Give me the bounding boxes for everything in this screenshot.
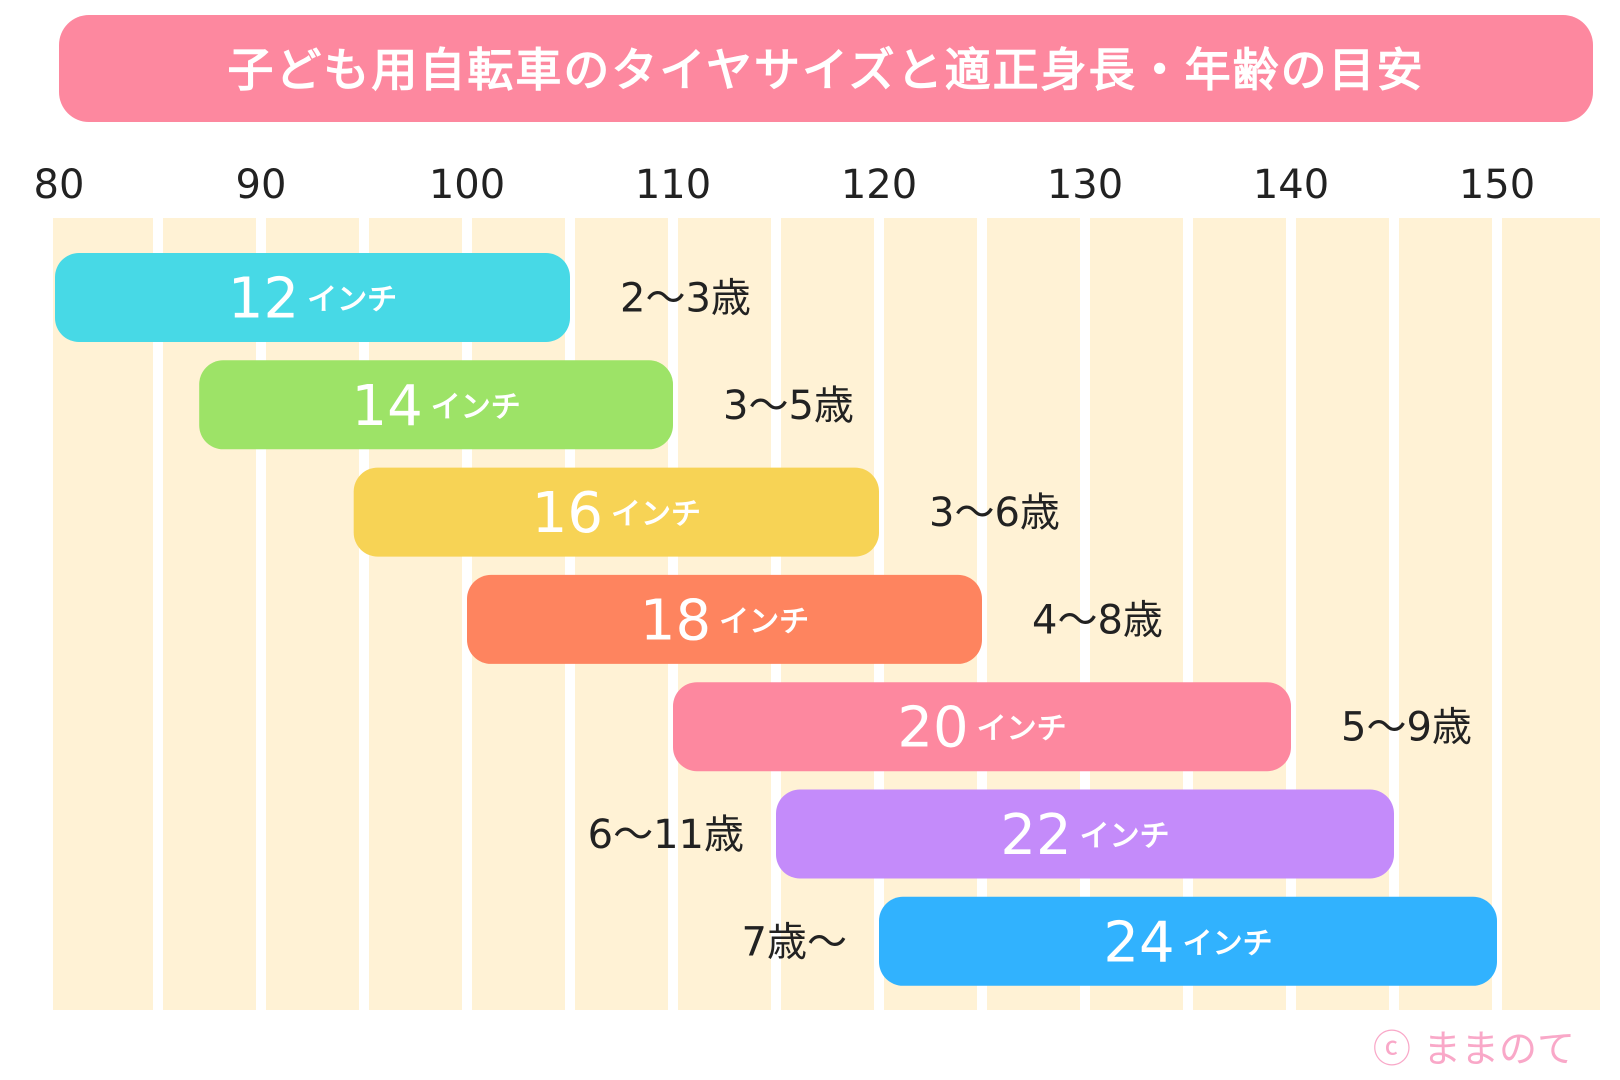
age-label: 4〜8歳 (1032, 597, 1163, 643)
grid-band (1296, 218, 1389, 1010)
grid-band (1399, 218, 1492, 1010)
x-tick-label: 150 (1459, 162, 1535, 208)
bar (353, 467, 879, 557)
bar-14-inch: 14 インチ 3〜5歳 (199, 360, 854, 450)
bar-size-value: 24 (1103, 910, 1174, 975)
bar-label: 18 インチ (640, 588, 809, 653)
bar-12-inch: 12 インチ 2〜3歳 (55, 253, 751, 342)
bar-label: 16 インチ (532, 481, 701, 546)
grid-band (1193, 218, 1286, 1010)
age-label: 6〜11歳 (588, 812, 744, 858)
bar-size-value: 20 (897, 696, 968, 761)
x-tick-label: 140 (1253, 162, 1329, 208)
bar (776, 789, 1394, 879)
grid-band (369, 218, 462, 1010)
bar-size-unit: インチ (431, 390, 521, 425)
age-label: 3〜6歳 (929, 490, 1060, 536)
bar-label: 12 インチ (228, 267, 397, 332)
bar-size-unit: インチ (719, 604, 809, 639)
title-background (59, 15, 1593, 122)
bar-24-inch: 24 インチ 7歳〜 (742, 896, 1497, 986)
x-tick-label: 90 (236, 162, 287, 208)
bar (199, 360, 673, 450)
chart-title: 子ども用自転車のタイヤサイズと適正身長・年齢の目安 (227, 43, 1424, 97)
bar-label: 24 インチ (1103, 910, 1272, 975)
bar-size-unit: インチ (1183, 926, 1273, 961)
age-label: 7歳〜 (742, 919, 847, 965)
grid-band (1502, 218, 1600, 1010)
title-banner: 子ども用自転車のタイヤサイズと適正身長・年齢の目安 (59, 15, 1593, 122)
grid-band (163, 218, 256, 1010)
bar-size-value: 16 (532, 481, 603, 546)
grid-band (53, 218, 153, 1010)
x-axis-ticks: 80 90 100 110 120 130 140 150 (34, 162, 1536, 208)
bar-label: 20 インチ (897, 696, 1066, 761)
copyright-credit: ⓒ ままのて (1373, 1027, 1575, 1071)
bar-label: 14 インチ (351, 374, 520, 439)
bar (879, 896, 1497, 986)
age-label: 5〜9歳 (1341, 705, 1472, 751)
bar-size-unit: インチ (977, 712, 1067, 747)
bar-size-value: 18 (640, 588, 711, 653)
x-tick-label: 120 (841, 162, 917, 208)
bar-16-inch: 16 インチ 3〜6歳 (353, 467, 1060, 557)
bar-18-inch: 18 インチ 4〜8歳 (467, 574, 1163, 664)
bar-size-unit: インチ (611, 497, 701, 532)
bar (55, 253, 570, 342)
x-tick-label: 80 (34, 162, 85, 208)
age-label: 2〜3歳 (620, 276, 751, 322)
bar (673, 682, 1291, 772)
bar (467, 574, 982, 664)
x-tick-label: 110 (635, 162, 711, 208)
x-tick-label: 130 (1047, 162, 1123, 208)
bar-size-value: 14 (351, 374, 422, 439)
bar-size-value: 12 (228, 267, 299, 332)
bar-22-inch: 22 インチ 6〜11歳 (588, 789, 1394, 879)
bar-size-value: 22 (1000, 803, 1071, 868)
bar-label: 22 インチ (1000, 803, 1169, 868)
bar-size-unit: インチ (307, 283, 397, 318)
grid-band (266, 218, 359, 1010)
bar-20-inch: 20 インチ 5〜9歳 (673, 682, 1472, 772)
x-tick-label: 100 (429, 162, 505, 208)
bar-size-unit: インチ (1080, 819, 1170, 854)
age-label: 3〜5歳 (723, 383, 854, 429)
